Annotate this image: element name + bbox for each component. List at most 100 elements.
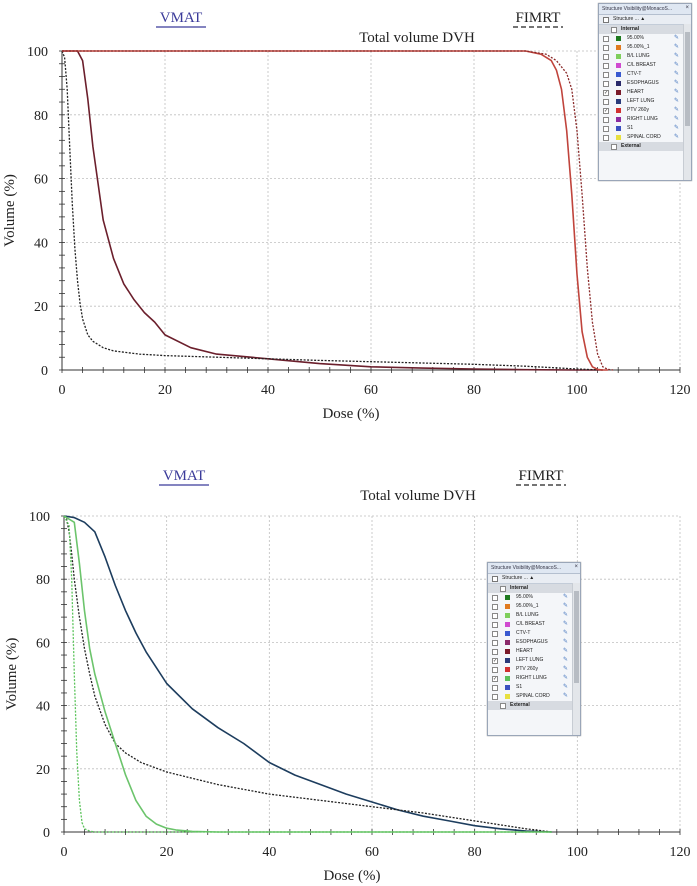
structure-row[interactable]: ✎ PTV 260y (488, 665, 580, 674)
visibility-checkbox[interactable] (603, 117, 609, 123)
visibility-checkbox[interactable]: ✓ (492, 658, 498, 664)
group-toggle-checkbox[interactable] (500, 586, 506, 592)
structure-column-header[interactable]: Structure ... ▲ (599, 15, 691, 25)
structure-label: 95.00%_1 (627, 44, 650, 50)
structure-row[interactable]: ✓ ✎ LEFT LUNG (488, 656, 580, 665)
y-tick-label: 60 (36, 636, 50, 651)
visibility-checkbox[interactable]: ✓ (603, 90, 609, 96)
structure-group-row[interactable]: External (599, 142, 691, 151)
edit-pen-icon[interactable]: ✎ (562, 666, 568, 672)
edit-pen-icon[interactable]: ✎ (673, 35, 679, 41)
edit-pen-icon[interactable]: ✎ (562, 630, 568, 636)
structure-row[interactable]: ✎ C/L BREAST (599, 61, 691, 70)
structure-row[interactable]: ✎ SPINAL CORD (488, 692, 580, 701)
structure-row[interactable]: ✎ C/L BREAST (488, 620, 580, 629)
structure-group-row[interactable]: Internal (599, 25, 691, 34)
panel-scrollbar[interactable] (683, 24, 691, 180)
visibility-checkbox[interactable] (492, 622, 498, 628)
visibility-checkbox[interactable] (492, 649, 498, 655)
visibility-checkbox[interactable] (492, 613, 498, 619)
structure-row[interactable]: ✎ S1 (488, 683, 580, 692)
edit-pen-icon[interactable]: ✎ (562, 675, 568, 681)
visibility-checkbox[interactable] (492, 667, 498, 673)
structure-row[interactable]: ✎ SPINAL CORD (599, 133, 691, 142)
edit-pen-icon[interactable]: ✎ (673, 80, 679, 86)
close-icon[interactable]: × (574, 564, 578, 570)
structure-visibility-panel-top[interactable]: Structure Visibility@MonacoS... × Structur… (598, 3, 692, 181)
visibility-checkbox[interactable] (603, 126, 609, 132)
structure-row[interactable]: ✎ RIGHT LUNG (599, 115, 691, 124)
group-toggle-checkbox[interactable] (611, 27, 617, 33)
select-all-checkbox[interactable] (492, 576, 498, 582)
structure-row[interactable]: ✎ S1 (599, 124, 691, 133)
structure-row[interactable]: ✎ ESOPHAGUS (488, 638, 580, 647)
close-icon[interactable]: × (685, 5, 689, 11)
edit-pen-icon[interactable]: ✎ (562, 612, 568, 618)
x-axis-label: Dose (%) (322, 406, 379, 422)
visibility-checkbox[interactable] (492, 631, 498, 637)
structure-row[interactable]: ✎ B/L LUNG (488, 611, 580, 620)
edit-pen-icon[interactable]: ✎ (562, 603, 568, 609)
edit-pen-icon[interactable]: ✎ (673, 62, 679, 68)
edit-pen-icon[interactable]: ✎ (673, 116, 679, 122)
visibility-checkbox[interactable] (492, 640, 498, 646)
group-toggle-checkbox[interactable] (500, 703, 506, 709)
edit-pen-icon[interactable]: ✎ (673, 125, 679, 131)
edit-pen-icon[interactable]: ✎ (562, 594, 568, 600)
structure-group-row[interactable]: External (488, 701, 580, 710)
visibility-checkbox[interactable] (603, 99, 609, 105)
structure-color-swatch (505, 640, 510, 645)
visibility-checkbox[interactable] (603, 72, 609, 78)
scrollbar-thumb[interactable] (685, 32, 690, 127)
y-tick-label: 0 (41, 364, 48, 379)
scrollbar-thumb[interactable] (574, 591, 579, 683)
edit-pen-icon[interactable]: ✎ (562, 648, 568, 654)
structure-row[interactable]: ✎ B/L LUNG (599, 52, 691, 61)
structure-row[interactable]: ✎ 95.00% (599, 34, 691, 43)
structure-row[interactable]: ✎ 95.00%_1 (488, 602, 580, 611)
structure-row[interactable]: ✎ CTV-T (599, 70, 691, 79)
edit-pen-icon[interactable]: ✎ (562, 639, 568, 645)
edit-pen-icon[interactable]: ✎ (673, 71, 679, 77)
edit-pen-icon[interactable]: ✎ (673, 107, 679, 113)
structure-column-header[interactable]: Structure ... ▲ (488, 574, 580, 584)
structure-row[interactable]: ✎ LEFT LUNG (599, 97, 691, 106)
structure-row[interactable]: ✓ ✎ HEART (599, 88, 691, 97)
edit-pen-icon[interactable]: ✎ (562, 684, 568, 690)
legend-label-fimrt: FIMRT (516, 10, 561, 26)
visibility-checkbox[interactable] (492, 694, 498, 700)
structure-group-row[interactable]: Internal (488, 584, 580, 593)
structure-row[interactable]: ✎ HEART (488, 647, 580, 656)
structure-visibility-panel-bottom[interactable]: Structure Visibility@MonacoS... × Structur… (487, 562, 581, 736)
edit-pen-icon[interactable]: ✎ (562, 621, 568, 627)
visibility-checkbox[interactable] (603, 36, 609, 42)
visibility-checkbox[interactable] (492, 595, 498, 601)
visibility-checkbox[interactable] (603, 135, 609, 141)
visibility-checkbox[interactable]: ✓ (492, 676, 498, 682)
group-toggle-checkbox[interactable] (611, 144, 617, 150)
edit-pen-icon[interactable]: ✎ (673, 98, 679, 104)
structure-row[interactable]: ✎ CTV-T (488, 629, 580, 638)
structure-row[interactable]: ✎ ESOPHAGUS (599, 79, 691, 88)
visibility-checkbox[interactable] (492, 685, 498, 691)
edit-pen-icon[interactable]: ✎ (562, 693, 568, 699)
visibility-checkbox[interactable] (492, 604, 498, 610)
structure-row[interactable]: ✓ ✎ RIGHT LUNG (488, 674, 580, 683)
edit-pen-icon[interactable]: ✎ (673, 44, 679, 50)
y-tick-label: 100 (29, 510, 50, 525)
visibility-checkbox[interactable] (603, 63, 609, 69)
structure-color-swatch (616, 36, 621, 41)
structure-row[interactable]: ✎ 95.00%_1 (599, 43, 691, 52)
edit-pen-icon[interactable]: ✎ (673, 53, 679, 59)
edit-pen-icon[interactable]: ✎ (562, 657, 568, 663)
edit-pen-icon[interactable]: ✎ (673, 134, 679, 140)
visibility-checkbox[interactable] (603, 81, 609, 87)
visibility-checkbox[interactable]: ✓ (603, 108, 609, 114)
visibility-checkbox[interactable] (603, 54, 609, 60)
visibility-checkbox[interactable] (603, 45, 609, 51)
panel-scrollbar[interactable] (572, 583, 580, 735)
structure-row[interactable]: ✓ ✎ PTV 260y (599, 106, 691, 115)
edit-pen-icon[interactable]: ✎ (673, 89, 679, 95)
select-all-checkbox[interactable] (603, 17, 609, 23)
structure-row[interactable]: ✎ 95.00% (488, 593, 580, 602)
